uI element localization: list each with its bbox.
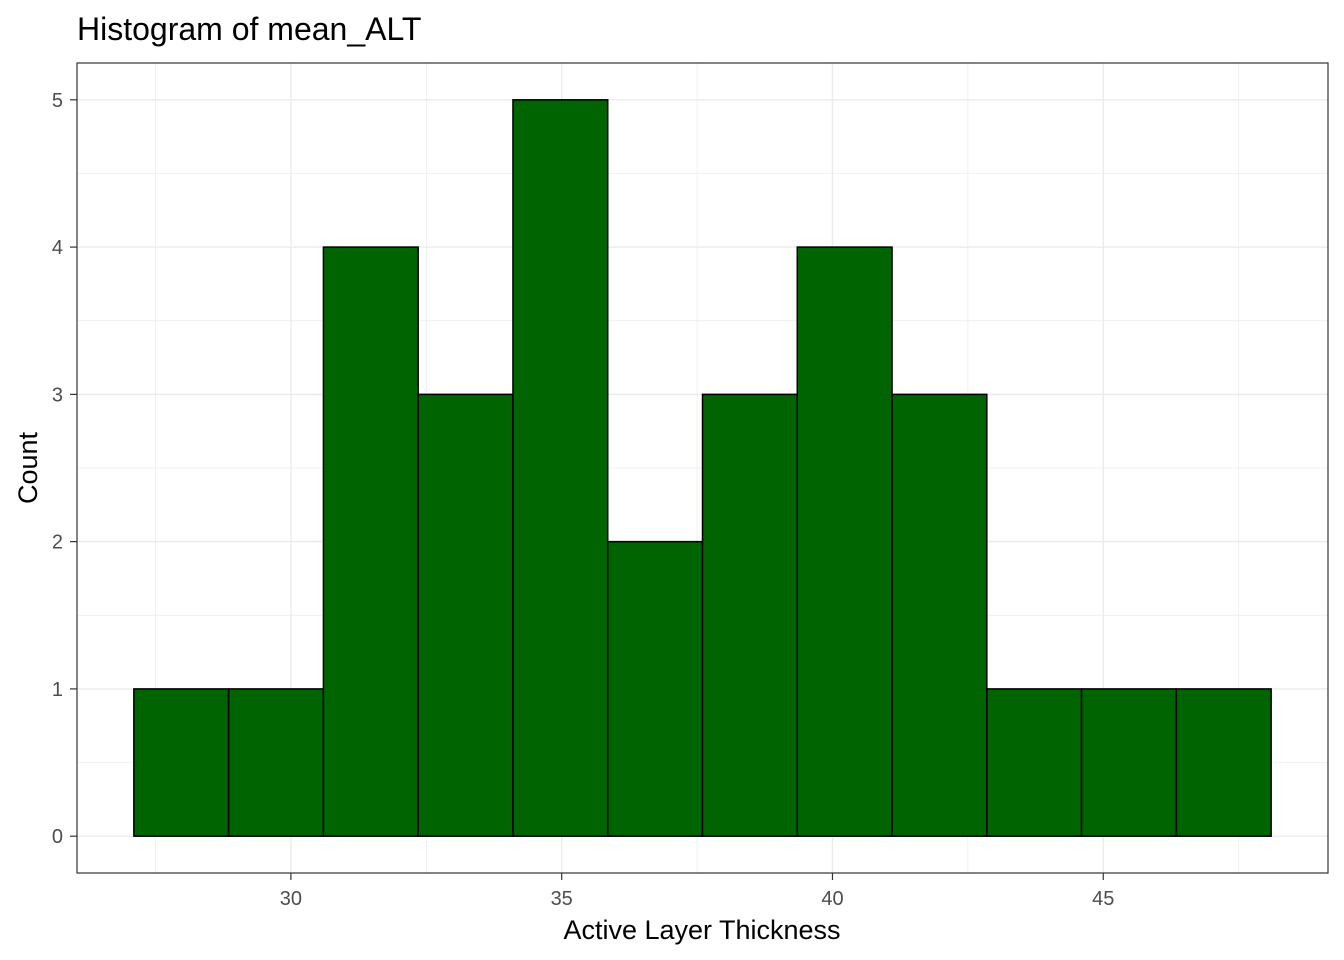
histogram-bar: [227, 688, 325, 837]
histogram-bar: [701, 393, 799, 837]
y-tick-label: 3: [52, 384, 63, 406]
histogram-bar: [1175, 688, 1272, 837]
histogram-bar: [417, 393, 514, 837]
x-axis: 30 35 40 45: [280, 873, 1114, 910]
x-tick-label: 30: [280, 888, 302, 910]
y-tick-label: 0: [52, 826, 63, 848]
y-tick-label: 1: [52, 679, 63, 701]
panel-border: [76, 62, 1329, 874]
histogram-bar: [986, 688, 1083, 837]
histogram-bars: [133, 99, 1272, 837]
chart-title: Histogram of mean_ALT: [77, 11, 421, 47]
y-axis-title: Count: [13, 431, 43, 504]
y-tick-label: 4: [52, 237, 63, 259]
x-tick-label: 40: [821, 888, 843, 910]
histogram-bar: [606, 540, 704, 837]
y-tick-label: 5: [52, 90, 63, 112]
y-tick-label: 2: [52, 532, 63, 554]
histogram-bar: [796, 246, 893, 837]
histogram-bar: [1080, 688, 1178, 837]
x-tick-label: 35: [551, 888, 573, 910]
histogram-bar: [322, 246, 419, 837]
x-tick-label: 45: [1092, 888, 1114, 910]
histogram-bar: [891, 393, 988, 837]
histogram-bar: [133, 688, 230, 837]
y-axis: 0 1 2 3 4 5: [52, 90, 77, 848]
histogram-bar: [512, 99, 609, 837]
x-axis-title: Active Layer Thickness: [563, 915, 840, 945]
